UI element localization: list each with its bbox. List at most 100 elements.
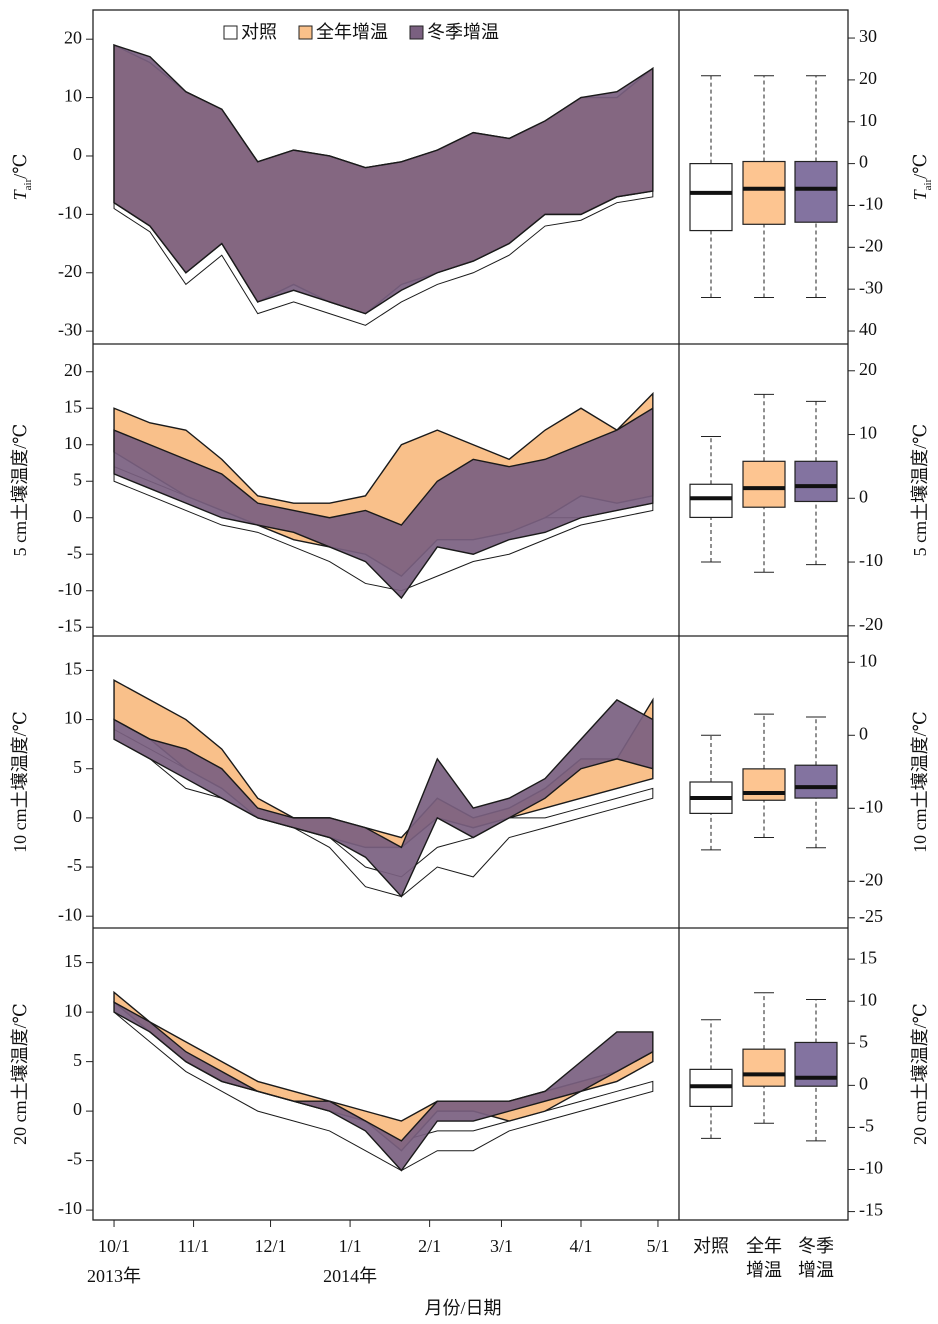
box	[794, 160, 838, 223]
y-tick-label: -5	[67, 855, 82, 875]
temperature-band	[113, 699, 654, 898]
x-tick-label: 3/1	[490, 1236, 513, 1256]
box-category-label: 冬季	[798, 1236, 834, 1256]
y-tick-label: -15	[58, 615, 82, 635]
x-tick-label: 2/1	[418, 1236, 441, 1256]
y-tick-label: -5	[67, 542, 82, 562]
y2-tick-label: 10	[859, 423, 877, 443]
y2-tick-label: -5	[859, 1116, 874, 1136]
box-category-label: 增温	[798, 1260, 834, 1280]
y-label-sub: air	[22, 178, 34, 190]
y2-tick-label: 10	[859, 110, 877, 130]
y-tick-label: 0	[73, 806, 82, 826]
y-tick-label: -10	[58, 202, 82, 222]
box	[689, 163, 733, 232]
y2-tick-label: -10	[859, 194, 883, 214]
y-tick-label: 10	[64, 708, 82, 728]
legend-label: 对照	[241, 22, 277, 42]
y-tick-label: -10	[58, 904, 82, 924]
y-axis-label: 10 cm土壤温度/℃	[10, 711, 30, 853]
y-axis-label: Tair/℃	[910, 154, 933, 201]
y2-tick-label: 0	[859, 1073, 868, 1093]
y-tick-label: -20	[58, 261, 82, 281]
box	[742, 160, 786, 225]
y2-tick-label: 20	[859, 68, 877, 88]
y-tick-label: -30	[58, 319, 82, 339]
x-tick-label: 10/1	[98, 1236, 130, 1256]
y-label-text: 5 cm土壤温度/℃	[910, 424, 930, 557]
box	[742, 460, 786, 508]
temperature-band	[113, 406, 654, 600]
y-tick-label: 15	[64, 951, 82, 971]
x-tick-label: 1/1	[339, 1236, 362, 1256]
y2-tick-label: 10	[859, 650, 877, 670]
y2-tick-label: -15	[859, 1200, 883, 1220]
y-axis-label: 5 cm土壤温度/℃	[910, 424, 930, 557]
y2-tick-label: 30	[859, 26, 877, 46]
y2-tick-label: -10	[859, 796, 883, 816]
y-axis-label: Tair/℃	[10, 154, 33, 201]
y-tick-label: 0	[73, 1099, 82, 1119]
legend-swatch	[298, 25, 313, 40]
legend-label: 全年增温	[316, 22, 388, 42]
box	[742, 1048, 786, 1087]
y-axis-label: 10 cm土壤温度/℃	[910, 711, 930, 853]
x-axis-label: 月份/日期	[424, 1298, 501, 1318]
box-category-label: 全年	[746, 1236, 782, 1256]
temperature-band	[113, 44, 654, 315]
x-tick-label: 12/1	[255, 1236, 287, 1256]
y-tick-label: 15	[64, 659, 82, 679]
y2-tick-label: 10	[859, 989, 877, 1009]
y-tick-label: 10	[64, 86, 82, 106]
box-category-label: 对照	[693, 1236, 729, 1256]
y2-tick-label: 15	[859, 947, 877, 967]
legend-swatch	[409, 25, 424, 40]
y-axis-label: 5 cm土壤温度/℃	[10, 424, 30, 557]
box	[742, 768, 786, 801]
x-tick-label: 11/1	[178, 1236, 209, 1256]
y-tick-label: 20	[64, 360, 82, 380]
y2-tick-label: 0	[859, 486, 868, 506]
y2-tick-label: -10	[859, 1158, 883, 1178]
y-tick-label: 0	[73, 506, 82, 526]
y2-tick-label: 0	[859, 152, 868, 172]
y2-tick-label: 0	[859, 723, 868, 743]
legend-label: 冬季增温	[427, 22, 499, 42]
y2-tick-label: -20	[859, 235, 883, 255]
y-tick-label: 5	[73, 469, 82, 489]
y-label-text: T	[910, 188, 930, 200]
y-tick-label: 10	[64, 1000, 82, 1020]
y2-tick-label: -20	[859, 869, 883, 889]
y-tick-label: 15	[64, 396, 82, 416]
outer-frame	[92, 9, 849, 1221]
temperature-band	[113, 1001, 654, 1172]
box	[689, 483, 733, 519]
y-label-text: 20 cm土壤温度/℃	[910, 1003, 930, 1145]
y2-tick-label: -30	[859, 277, 883, 297]
box	[794, 460, 838, 503]
x-tick-label: 5/1	[646, 1236, 669, 1256]
y2-tick-label: -20	[859, 614, 883, 634]
y-label-text: 5 cm土壤温度/℃	[10, 424, 30, 557]
y-label-text: 10 cm土壤温度/℃	[10, 711, 30, 853]
year-label: 2013年	[87, 1266, 141, 1286]
y2-tick-label: -10	[859, 550, 883, 570]
y-axis-label: 20 cm土壤温度/℃	[10, 1003, 30, 1145]
y-label-unit: /℃	[10, 154, 30, 179]
box	[794, 764, 838, 799]
x-tick-label: 4/1	[569, 1236, 592, 1256]
year-label: 2014年	[323, 1266, 377, 1286]
y-label-text: T	[10, 188, 30, 200]
y2-tick-label: 5	[859, 1031, 868, 1051]
y-tick-label: 5	[73, 757, 82, 777]
y-axis-label: 20 cm土壤温度/℃	[910, 1003, 930, 1145]
y-tick-label: 20	[64, 27, 82, 47]
y-label-unit: /℃	[910, 154, 930, 179]
y-tick-label: -10	[58, 1198, 82, 1218]
y-tick-label: 0	[73, 144, 82, 164]
legend-swatch	[223, 25, 238, 40]
frames	[92, 9, 849, 1221]
y-tick-label: 5	[73, 1050, 82, 1070]
y-label-text: 20 cm土壤温度/℃	[10, 1003, 30, 1145]
